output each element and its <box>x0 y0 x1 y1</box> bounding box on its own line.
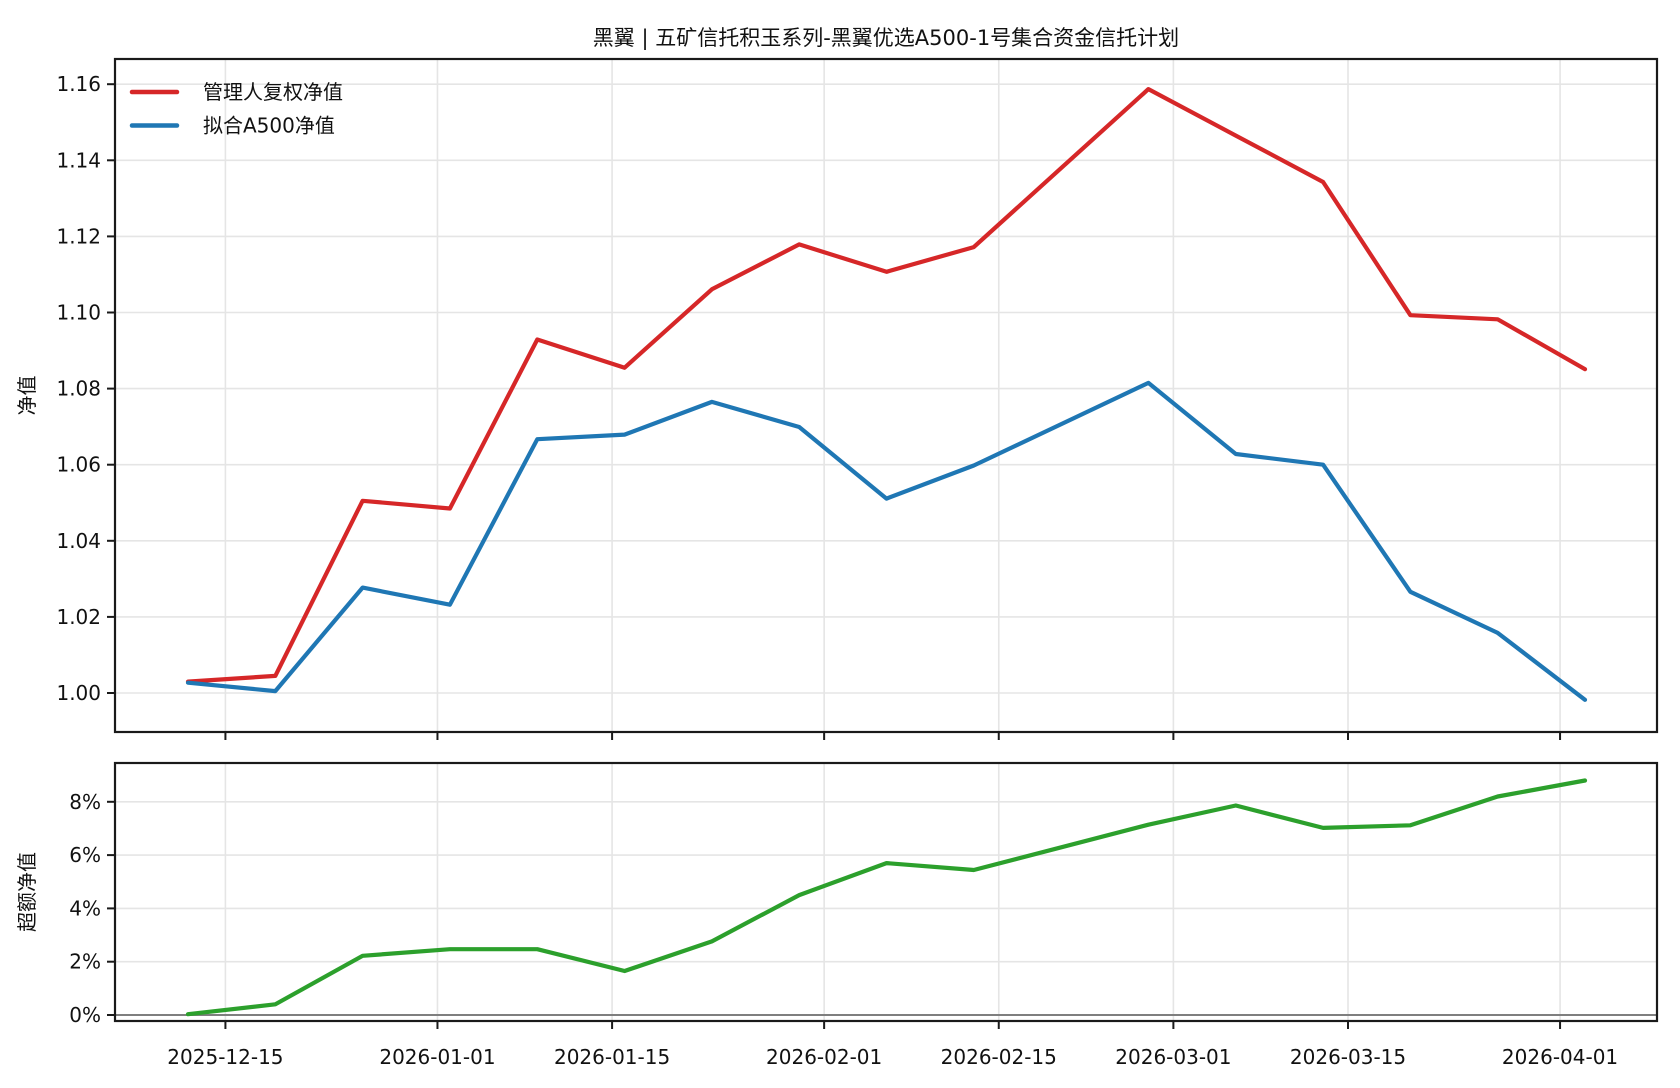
y-tick-label: 8% <box>69 790 101 814</box>
y-tick-label: 1.16 <box>56 72 101 96</box>
manager-nav-line <box>185 86 1588 684</box>
x-tick-label: 2025-12-15 <box>167 1045 283 1069</box>
x-tick-label: 2026-01-15 <box>554 1045 670 1069</box>
x-tick-label: 2026-01-01 <box>379 1045 495 1069</box>
y-tick-label: 2% <box>69 950 101 974</box>
x-tick-label: 2026-02-15 <box>941 1045 1057 1069</box>
y-tick-label: 1.10 <box>56 301 101 325</box>
y-tick-label: 1.14 <box>56 148 101 172</box>
x-tick-label: 2026-03-01 <box>1115 1045 1231 1069</box>
x-tick-label: 2026-03-15 <box>1290 1045 1406 1069</box>
y-tick-label: 6% <box>69 843 101 867</box>
y-tick-label: 1.12 <box>56 224 101 248</box>
y-tick-label: 1.00 <box>56 681 101 705</box>
axes-frame <box>113 761 1659 1023</box>
x-tick-label: 2026-02-01 <box>766 1045 882 1069</box>
y-tick-label: 1.04 <box>56 529 101 553</box>
x-tick-label: 2026-04-01 <box>1502 1045 1618 1069</box>
manager-nav-legend-label: 管理人复权净值 <box>203 80 343 104</box>
excess-nav-line <box>185 778 1588 1017</box>
a500-nav-legend-label: 拟合A500净值 <box>203 114 335 138</box>
y-tick-label: 1.08 <box>56 377 101 401</box>
y-tick-label: 1.02 <box>56 605 101 629</box>
y-tick-label: 4% <box>69 896 101 920</box>
y-tick-label: 1.06 <box>56 453 101 477</box>
axes-frame <box>113 57 1659 734</box>
y-axis-label: 超额净值 <box>15 852 39 932</box>
a500-nav-line <box>185 380 1588 702</box>
y-axis-label: 净值 <box>15 376 39 416</box>
chart-title: 黑翼 | 五矿信托积玉系列-黑翼优选A500-1号集合资金信托计划 <box>592 26 1180 50</box>
y-tick-label: 0% <box>69 1003 101 1027</box>
